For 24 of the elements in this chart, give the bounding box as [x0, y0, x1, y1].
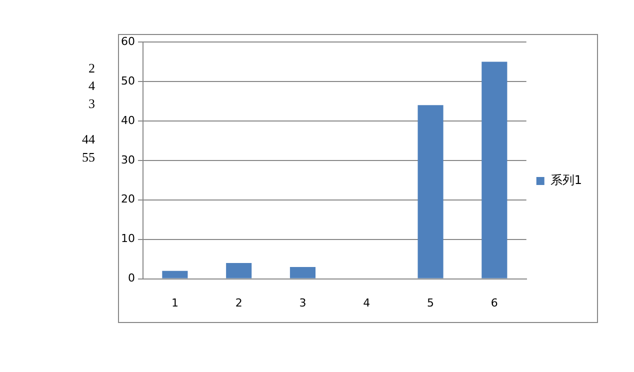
bar: [482, 62, 508, 278]
legend-label: 系列1: [550, 173, 582, 188]
y-tick-label: 40: [120, 114, 135, 127]
y-tick-label: 20: [120, 192, 135, 206]
bar: [290, 266, 316, 278]
y-tick-label: 50: [120, 74, 135, 88]
y-tick-label: 30: [120, 153, 135, 166]
text: 44: [82, 132, 96, 147]
text: 4: [88, 78, 96, 94]
x-tick-label: 4: [363, 296, 370, 310]
bar: [226, 263, 252, 278]
y-tick-label: 60: [120, 34, 135, 48]
text: 3: [88, 96, 95, 112]
text: 55: [82, 149, 95, 164]
x-tick-label: 2: [235, 296, 242, 310]
x-tick-label: 1: [171, 296, 178, 310]
x-tick-label: 3: [299, 296, 306, 310]
x-tick-label: 6: [490, 296, 498, 310]
y-tick-label: 0: [128, 272, 135, 285]
bar: [162, 270, 188, 278]
y-tick-label: 10: [120, 232, 135, 246]
bar: [418, 105, 444, 278]
x-tick-label: 5: [427, 296, 434, 310]
text: 2: [88, 60, 95, 76]
